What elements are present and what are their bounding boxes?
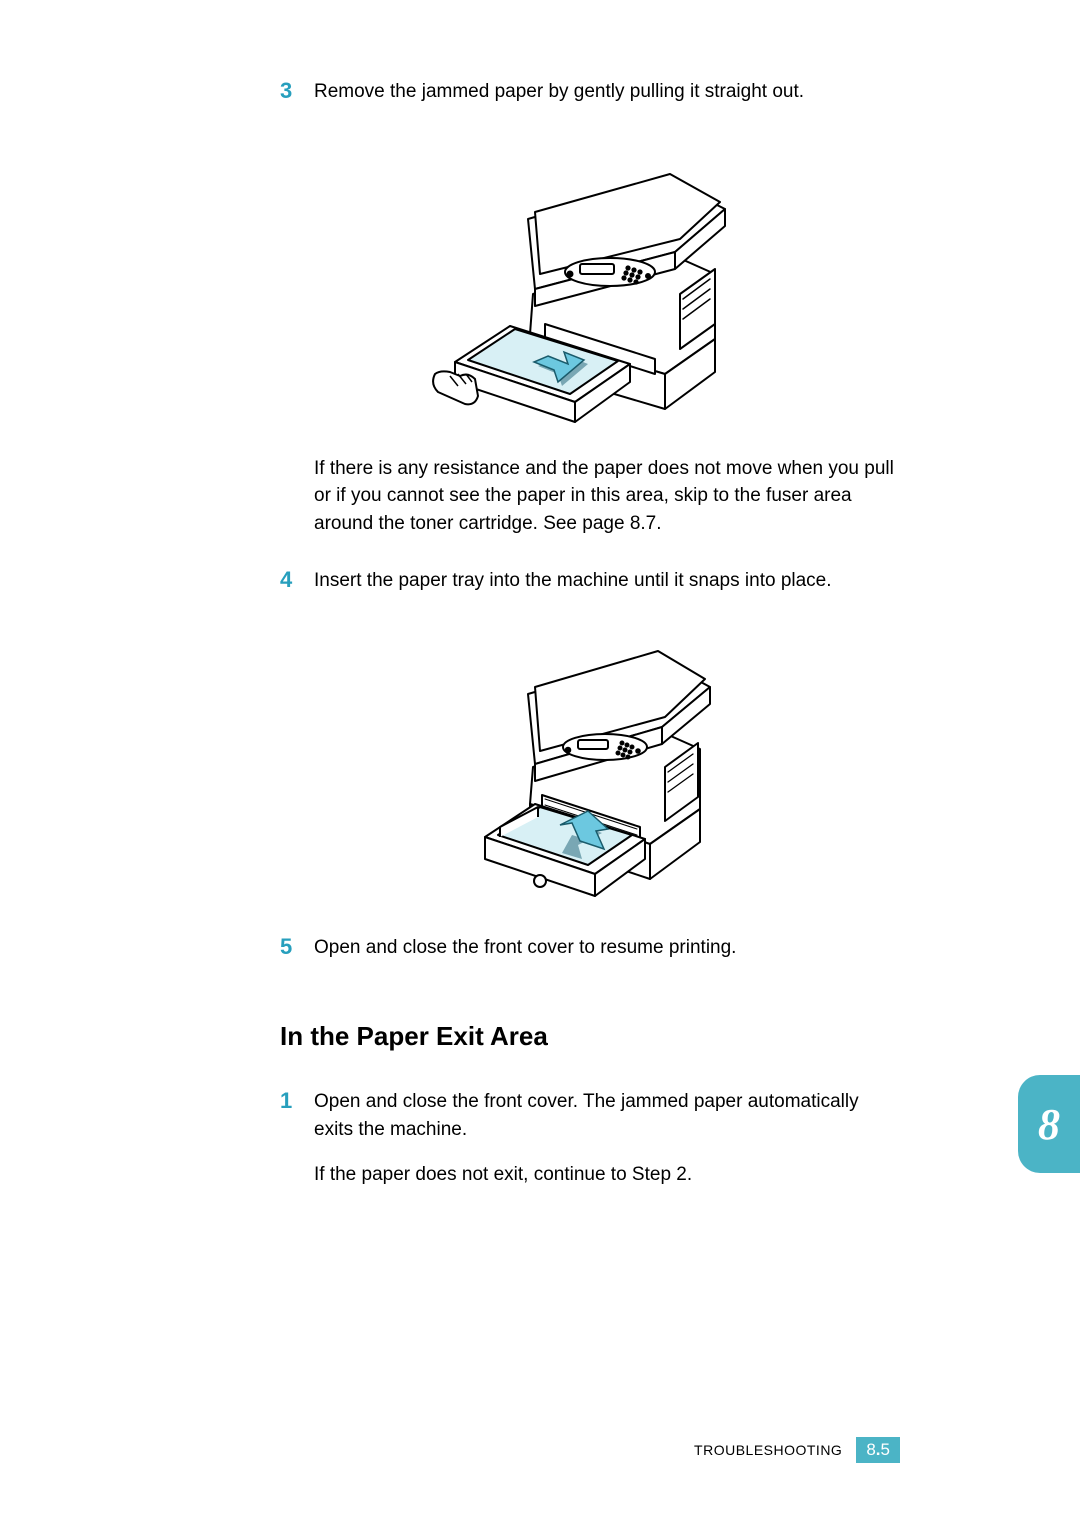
chapter-tab: 8 (1018, 1075, 1080, 1173)
step-number: 3 (280, 78, 314, 104)
section-heading-paper-exit: In the Paper Exit Area (280, 1021, 900, 1052)
figure-insert-tray (280, 609, 900, 904)
step-text: Insert the paper tray into the machine u… (314, 567, 832, 595)
note-resistance: If there is any resistance and the paper… (314, 455, 900, 538)
page-footer: TROUBLESHOOTING 8.5 (694, 1437, 900, 1463)
step-1-exit: 1 Open and close the front cover. The ja… (280, 1088, 900, 1143)
note-continue: If the paper does not exit, continue to … (314, 1161, 900, 1189)
chapter-number: 8 (1038, 1099, 1060, 1150)
figure-remove-paper (280, 124, 900, 429)
footer-section-label: TROUBLESHOOTING (694, 1442, 842, 1458)
step-text: Open and close the front cover. The jamm… (314, 1088, 900, 1143)
step-3: 3 Remove the jammed paper by gently pull… (280, 78, 900, 106)
footer-page-number: 8.5 (856, 1437, 900, 1463)
step-number: 5 (280, 934, 314, 960)
step-number: 4 (280, 567, 314, 593)
step-number: 1 (280, 1088, 314, 1114)
step-text: Open and close the front cover to resume… (314, 934, 736, 962)
step-4: 4 Insert the paper tray into the machine… (280, 567, 900, 595)
step-5: 5 Open and close the front cover to resu… (280, 934, 900, 962)
step-text: Remove the jammed paper by gently pullin… (314, 78, 804, 106)
